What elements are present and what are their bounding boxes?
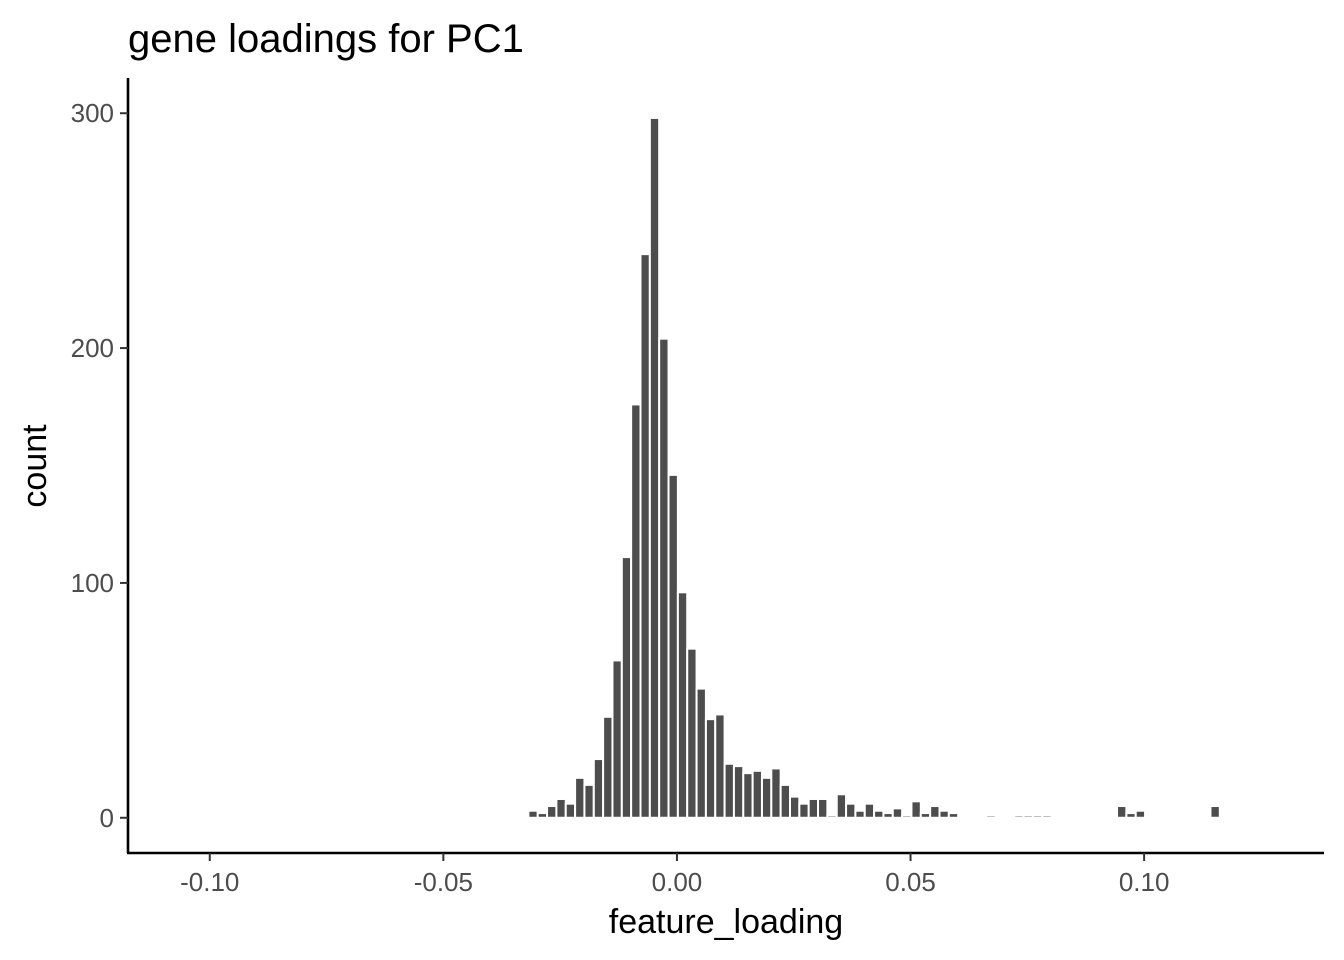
histogram-bar: [919, 812, 932, 819]
y-tick-label: 200: [71, 333, 114, 363]
histogram-bar: [817, 797, 829, 819]
histogram-bar: [527, 809, 539, 819]
histogram-bar: [592, 758, 605, 819]
chart-title: gene loadings for PC1: [128, 17, 524, 61]
histogram-bar: [546, 805, 558, 819]
histogram-bar: [910, 800, 922, 819]
histogram-bar: [1125, 812, 1137, 819]
histogram-bar: [882, 812, 894, 819]
histogram-bar: [779, 783, 791, 819]
histogram-bar: [714, 713, 726, 819]
histogram-bar: [938, 809, 950, 819]
x-ticks-layer: -0.10 -0.05 0.00 0.05 0.10: [180, 853, 1169, 897]
histogram-bar: [630, 403, 642, 819]
histogram-bar: [676, 591, 689, 819]
histogram-bar: [789, 795, 801, 819]
histogram-bar: [835, 793, 848, 819]
histogram-bar: [686, 647, 698, 819]
histogram-bar: [1013, 814, 1025, 819]
histogram-bar: [751, 769, 763, 819]
histogram-bar: [742, 772, 754, 819]
histogram-bar: [695, 687, 707, 819]
histogram-bar: [947, 812, 960, 819]
histogram-bar: [723, 762, 735, 819]
x-tick-label: 0.00: [652, 867, 703, 897]
histogram-bar: [854, 809, 866, 819]
histogram-bar: [667, 473, 679, 819]
histogram-bar: [555, 797, 567, 819]
x-tick-label: 0.10: [1119, 867, 1170, 897]
y-tick-label: 0: [100, 803, 114, 833]
y-tick-label: 100: [71, 568, 114, 598]
histogram-bar: [536, 812, 549, 819]
histogram-bar: [658, 337, 670, 819]
histogram-bar: [648, 116, 661, 819]
histogram-bar: [1134, 809, 1147, 819]
histogram-bar: [639, 253, 651, 819]
histogram-bar: [574, 776, 586, 819]
histogram-bar: [564, 802, 577, 819]
histogram-bar: [1041, 814, 1053, 819]
histogram-bar: [873, 809, 885, 819]
histogram-bar: [985, 814, 997, 819]
histogram-bar: [1031, 814, 1044, 819]
histogram-bar: [891, 807, 904, 819]
x-axis-title: feature_loading: [609, 903, 843, 941]
histogram-bar: [732, 765, 745, 819]
histogram-bar: [1209, 805, 1221, 819]
histogram-bar: [863, 802, 876, 819]
x-tick-label: -0.10: [180, 867, 239, 897]
histogram-bar: [845, 802, 857, 819]
histogram-bar: [760, 776, 773, 819]
x-tick-label: 0.05: [885, 867, 936, 897]
histogram-bar: [602, 715, 614, 819]
histogram-bar: [704, 718, 717, 819]
histogram-bar: [901, 814, 913, 819]
histogram-bar: [1116, 805, 1128, 819]
bars-layer: [527, 116, 1221, 819]
histogram-bar: [620, 556, 633, 819]
x-tick-label: -0.05: [414, 867, 473, 897]
histogram-bar: [826, 814, 838, 819]
histogram-bar: [1022, 814, 1034, 819]
y-ticks-layer: 0 100 200 300: [71, 98, 128, 833]
histogram-bar: [583, 783, 595, 819]
histogram-bar: [929, 805, 941, 819]
histogram-bar: [798, 802, 810, 819]
y-axis-title: count: [16, 424, 54, 508]
histogram-bar: [807, 797, 820, 819]
y-tick-label: 300: [71, 98, 114, 128]
histogram-bar: [770, 767, 782, 819]
histogram-bar: [611, 659, 623, 819]
